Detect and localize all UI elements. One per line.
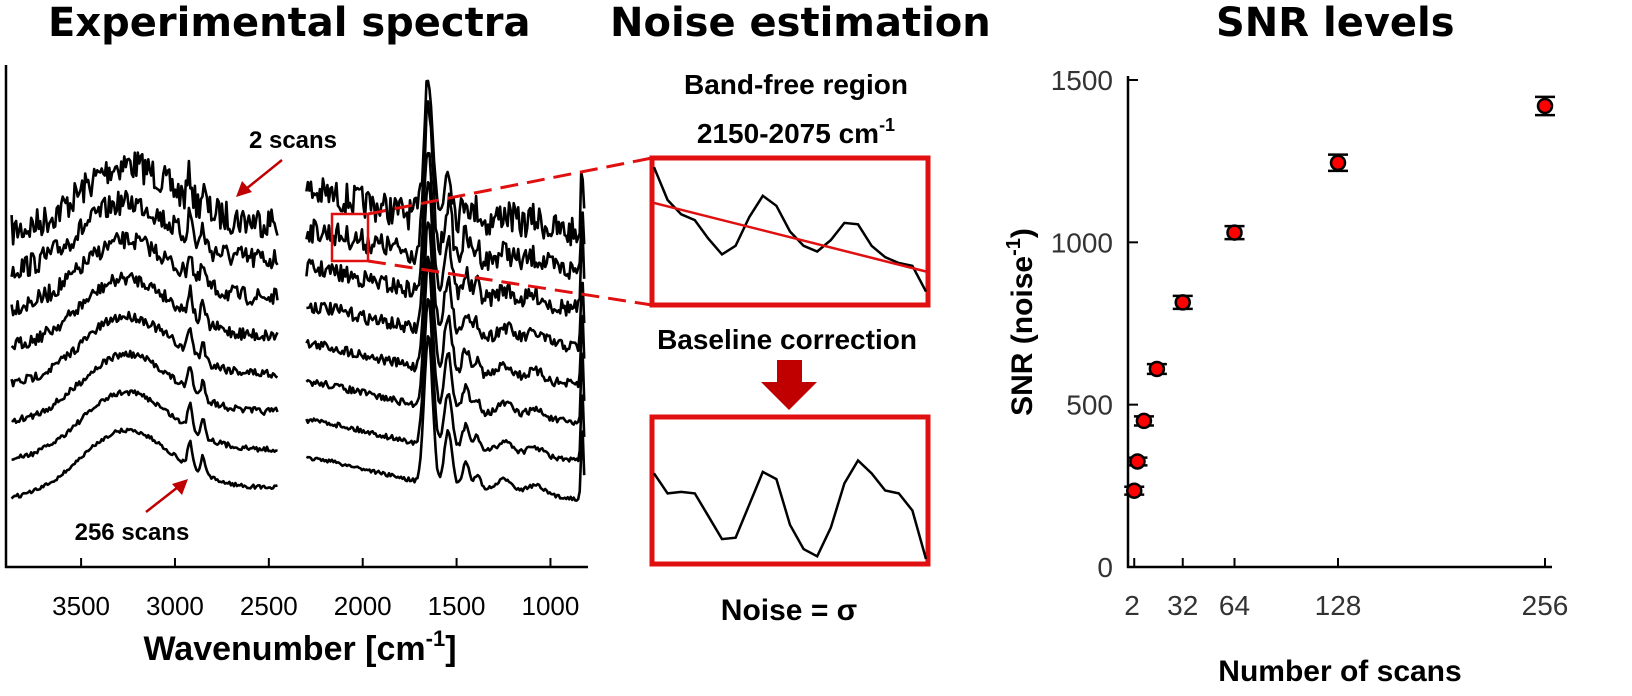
spectrum-line <box>305 221 586 389</box>
snr-series-group <box>1124 95 1555 499</box>
spectra-x-tick-label: 3000 <box>146 591 204 621</box>
snr-y-tick-label: 1500 <box>1051 65 1113 96</box>
spectrum-line <box>10 271 279 351</box>
snr-point <box>1536 97 1554 115</box>
snr-x-tick-label: 128 <box>1315 590 1362 621</box>
spectrum-line <box>10 310 279 388</box>
band-range-label: 2150-2075 cm-1 <box>697 115 895 149</box>
noise-estimation-panel: Band-free region 2150-2075 cm-1 Baseline… <box>649 69 931 627</box>
corrected-segment-box <box>649 414 931 567</box>
snr-chart: 0 500 1000 1500 2 32 64 128 256 SNR (noise-1) Nu… <box>1003 65 1568 688</box>
spectrum-line <box>305 151 586 317</box>
spectrum-line <box>305 334 586 502</box>
snr-point <box>1135 412 1153 430</box>
snr-x-tick-label: 64 <box>1219 590 1250 621</box>
spectrum-line <box>11 349 279 425</box>
noise-panel-title: Noise estimation <box>610 0 991 46</box>
band-free-region-label: Band-free region <box>684 69 908 100</box>
spectrum-line <box>10 427 278 500</box>
snr-point <box>1148 360 1166 378</box>
two-scans-label: 2 scans <box>249 127 337 154</box>
snr-tick-group: 0 500 1000 1500 2 32 64 128 256 <box>1051 65 1569 621</box>
noise-sigma-label: Noise = σ <box>721 594 857 627</box>
spectra-series-group <box>10 79 586 502</box>
snr-point <box>1129 453 1146 470</box>
snr-y-tick-label: 500 <box>1066 390 1113 421</box>
spectra-x-label: Wavenumber [cm-1] <box>143 626 456 668</box>
snr-y-label: SNR (noise-1) <box>1003 228 1039 416</box>
zoom-connector-top <box>367 156 653 216</box>
spectra-x-tick-label: 1000 <box>522 591 580 621</box>
spectra-x-tick-label: 3500 <box>52 591 110 621</box>
snr-point <box>1174 294 1191 311</box>
spectrum-line <box>305 255 586 426</box>
spectra-tick-group: 3500 3000 2500 2000 1500 1000 <box>52 558 579 621</box>
down-arrow-icon <box>761 360 817 410</box>
spectrum-line <box>10 231 279 317</box>
zoom-connector-bottom <box>367 259 653 307</box>
snr-x-label: Number of scans <box>1218 655 1461 688</box>
snr-x-tick-label: 32 <box>1167 590 1198 621</box>
spectra-x-tick-label: 2000 <box>334 591 392 621</box>
spectra-x-tick-label: 1500 <box>428 591 486 621</box>
spectrum-line <box>10 189 279 279</box>
spectrum-line <box>305 297 586 463</box>
snr-point <box>1226 224 1243 241</box>
baseline-fit-line <box>653 201 927 273</box>
spectra-x-tick-label: 2500 <box>240 591 298 621</box>
snr-point <box>1329 154 1347 172</box>
spectrum-line <box>306 181 586 353</box>
zoom-window-box <box>330 212 370 263</box>
two-scans-arrow <box>236 159 283 197</box>
snr-y-tick-label: 0 <box>1097 552 1113 583</box>
spectra-chart: 3500 3000 2500 2000 1500 1000 Wavenumber [cm-… <box>4 65 653 668</box>
spectrum-line <box>10 151 279 246</box>
spectra-panel-title: Experimental spectra <box>48 0 531 46</box>
baseline-correction-label: Baseline correction <box>657 324 917 355</box>
raw-segment-line <box>652 166 928 293</box>
snr-x-tick-label: 256 <box>1522 590 1569 621</box>
snr-x-tick-label: 2 <box>1124 590 1140 621</box>
spectrum-line <box>305 79 586 247</box>
snr-panel-title: SNR levels <box>1216 0 1455 46</box>
256-scans-arrow <box>145 479 188 513</box>
snr-y-tick-label: 1000 <box>1051 227 1113 258</box>
spectrum-line <box>11 389 278 461</box>
snr-point <box>1125 482 1143 499</box>
corrected-segment-line <box>652 458 928 560</box>
spectrum-line <box>305 100 586 280</box>
256-scans-label: 256 scans <box>75 519 190 546</box>
